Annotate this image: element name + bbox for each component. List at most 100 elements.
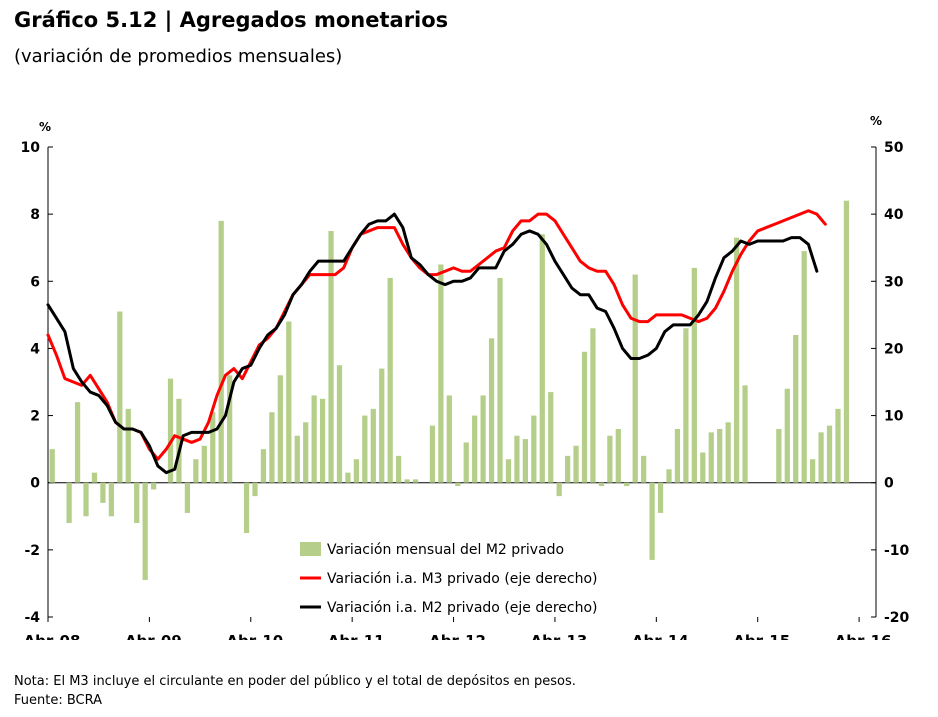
right-tick-label: -10 [884,543,910,559]
bar-m2-monthly [657,482,664,513]
bar-m2-monthly [227,375,233,483]
right-tick-label: 30 [884,274,904,290]
bar-m2-monthly [793,335,799,483]
bar-m2-monthly [277,375,283,483]
left-tick-label: 8 [30,207,40,223]
chart-source: Fuente: BCRA [14,693,103,708]
bar-m2-monthly [446,395,452,483]
legend-label: Variación i.a. M2 privado (eje derecho) [327,600,598,616]
bar-m2-monthly [184,482,191,513]
left-tick-label: 2 [30,409,40,425]
bar-m2-monthly [700,452,706,483]
x-tick-label: Abr-13 [531,632,588,640]
bar-m2-monthly [564,455,571,483]
bar-m2-monthly [801,251,807,483]
bar-m2-monthly [218,220,224,483]
bar-m2-monthly [150,482,157,490]
right-tick-label: 50 [884,140,904,156]
bar-m2-monthly [379,368,385,483]
bar-m2-monthly [396,455,402,483]
x-tick-label: Abr-16 [835,632,892,640]
bar-m2-monthly [615,429,621,483]
bar-m2-monthly [835,408,841,483]
bar-m2-monthly [438,264,444,483]
bar-m2-monthly [581,351,588,483]
x-tick-label: Abr-09 [125,632,182,640]
bar-m2-monthly [412,479,419,483]
left-tick-label: 6 [30,274,40,290]
bar-m2-monthly [387,277,393,483]
bar-m2-monthly [505,459,512,483]
bar-m2-monthly [243,482,250,534]
bar-m2-monthly [125,408,131,483]
bar-m2-monthly [91,472,98,483]
bar-m2-monthly [260,449,267,483]
bar-m2-monthly [784,388,790,483]
bar-m2-monthly [252,482,258,497]
bar-m2-monthly [336,365,343,483]
bar-m2-monthly [742,385,748,483]
bar-m2-monthly [556,482,562,497]
right-tick-label: 20 [884,341,904,357]
bar-m2-monthly [632,274,638,483]
bar-m2-monthly [522,439,528,483]
x-tick-label: Abr-08 [24,632,81,640]
bar-m2-monthly [598,482,605,487]
bar-m2-monthly [74,402,81,483]
bar-m2-monthly [818,432,824,483]
bar-m2-monthly [573,445,579,483]
bar-m2-monthly [691,267,697,483]
bar-m2-monthly [108,482,114,517]
bar-m2-monthly [83,482,89,517]
left-tick-label: -4 [24,610,40,626]
left-axis-unit: % [39,120,51,134]
bars-layer [49,200,850,581]
right-tick-label: 10 [884,409,904,425]
bar-m2-monthly [210,412,216,483]
bar-m2-monthly [733,237,740,483]
bar-m2-monthly [514,435,520,483]
bar-m2-monthly [319,398,326,483]
bar-m2-monthly [100,482,106,503]
x-tick-label: Abr-10 [226,632,283,640]
bar-m2-monthly [548,392,554,483]
x-tick-label: Abr-15 [733,632,790,640]
bar-m2-monthly [488,338,495,483]
bar-m2-monthly [404,479,410,483]
legend: Variación mensual del M2 privado Variació… [300,542,598,616]
legend-label: Variación i.a. M3 privado (eje derecho) [327,571,598,587]
bar-m2-monthly [269,412,275,483]
x-tick-label: Abr-12 [429,632,486,640]
bar-m2-monthly [303,422,309,483]
bar-m2-monthly [725,422,731,483]
right-tick-label: 0 [884,476,894,492]
tick-labels-layer: -4-20246810%-20-1001020304050%Abr-08Abr-… [21,114,910,640]
bar-m2-monthly [455,482,461,487]
bar-m2-monthly [480,395,486,483]
bar-m2-monthly [810,459,816,483]
bar-m2-monthly [624,482,630,487]
right-tick-label: -20 [884,610,910,626]
bar-m2-monthly [201,445,207,483]
bar-m2-monthly [345,472,351,483]
bar-m2-monthly [328,230,334,483]
left-tick-label: 0 [30,476,40,492]
left-tick-label: 4 [30,341,40,357]
left-tick-label: -2 [24,543,40,559]
bar-m2-monthly [294,435,300,483]
right-tick-label: 40 [884,207,904,223]
bar-m2-monthly [117,311,123,483]
bar-m2-monthly [176,398,182,483]
bar-m2-monthly [66,482,72,523]
x-tick-label: Abr-11 [328,632,385,640]
bar-m2-monthly [607,435,613,483]
bar-m2-monthly [142,482,148,581]
bar-m2-monthly [590,328,596,483]
bar-m2-monthly [666,469,672,483]
bar-m2-monthly [362,415,368,483]
bar-m2-monthly [286,321,292,483]
left-tick-label: 10 [21,140,41,156]
bar-m2-monthly [49,449,55,483]
line-m3-yoy [46,209,827,461]
bar-m2-monthly [463,442,469,483]
